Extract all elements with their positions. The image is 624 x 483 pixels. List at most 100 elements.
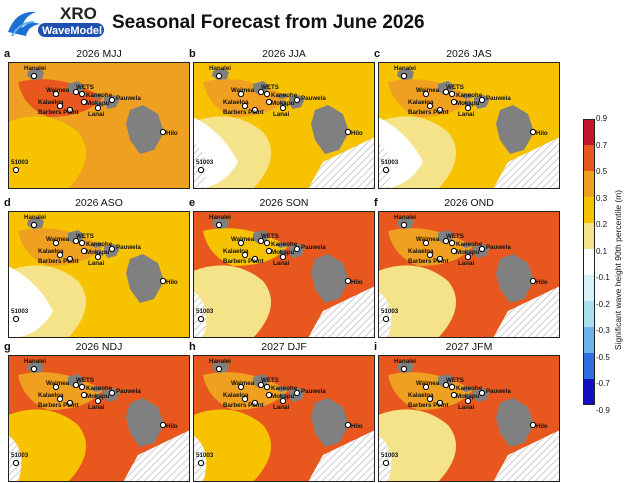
station-marker (436, 255, 444, 263)
island-2 (276, 386, 289, 392)
island-2 (91, 386, 104, 392)
panel-title: 2027 JFM (445, 341, 493, 353)
station-marker (108, 96, 116, 104)
station-marker (237, 239, 245, 247)
station-marker (197, 315, 205, 323)
island-2 (461, 93, 474, 99)
station-marker (529, 421, 537, 429)
station-label: Mokapu (86, 100, 110, 107)
station-label: Lanai (88, 111, 104, 118)
station-marker (72, 88, 80, 96)
island-2 (91, 93, 104, 99)
panel-title: 2026 MJJ (76, 48, 122, 60)
station-marker (237, 383, 245, 391)
station-marker (450, 98, 458, 106)
station-label: Pauwela (301, 244, 326, 251)
station-label: Barbers Point (408, 109, 449, 116)
station-label: Hanalei (24, 65, 46, 72)
station-label: 51003 (381, 159, 399, 166)
station-marker (265, 391, 273, 399)
station-label: Kaneohe (271, 241, 298, 248)
colorbar-segment (583, 171, 595, 197)
station-label: Lanai (458, 404, 474, 411)
station-marker (78, 383, 86, 391)
island-5 (496, 105, 534, 154)
station-label: Lanai (458, 260, 474, 267)
station-label: Barbers Point (223, 258, 264, 265)
station-label: WETS (261, 84, 279, 91)
station-label: Hanalei (394, 358, 416, 365)
colorbar-tick-label: -0.3 (596, 326, 610, 335)
colorbar-title-wrap: Significant wave height 90th percentile … (612, 120, 623, 420)
station-label: Hanalei (24, 358, 46, 365)
station-marker (197, 459, 205, 467)
station-marker (94, 397, 102, 405)
station-marker (344, 128, 352, 136)
station-label: Hanalei (394, 214, 416, 221)
colorbar-segment (583, 301, 595, 327)
colorbar-segment (583, 275, 595, 301)
station-marker (263, 90, 271, 98)
station-marker (382, 315, 390, 323)
station-marker (400, 72, 408, 80)
island-5 (126, 398, 164, 447)
station-label: Lanai (458, 111, 474, 118)
station-label: Pauwela (486, 244, 511, 251)
station-marker (241, 395, 249, 403)
station-marker (279, 253, 287, 261)
colorbar-tick-label: 0.2 (596, 220, 608, 229)
logo-top-text: XRO (60, 4, 97, 23)
station-marker (257, 381, 265, 389)
station-label: Waimea (231, 236, 255, 243)
station-marker (80, 247, 88, 255)
station-marker (257, 88, 265, 96)
station-label: Pauwela (486, 388, 511, 395)
station-marker (422, 383, 430, 391)
station-marker (108, 245, 116, 253)
station-marker (478, 245, 486, 253)
island-2 (276, 93, 289, 99)
station-label: Kaneohe (86, 92, 113, 99)
island-5 (126, 254, 164, 303)
panel-letter: e (189, 197, 196, 209)
station-marker (426, 395, 434, 403)
station-label: Kalaeloa (223, 99, 249, 106)
station-marker (159, 277, 167, 285)
island-1 (438, 230, 454, 244)
panel-letter: h (189, 341, 196, 353)
station-marker (197, 166, 205, 174)
panel-title: 2026 SON (259, 197, 309, 209)
station-marker (159, 421, 167, 429)
station-label: Pauwela (116, 244, 141, 251)
station-marker (108, 389, 116, 397)
xro-wavemodel-logo: XRO WaveModel (6, 2, 106, 40)
station-label: Barbers Point (38, 402, 79, 409)
station-marker (30, 365, 38, 373)
station-marker (78, 239, 86, 247)
station-label: Waimea (231, 380, 255, 387)
station-label: Hilo (536, 423, 548, 430)
station-label: Hanalei (394, 65, 416, 72)
station-label: Lanai (273, 260, 289, 267)
station-label: Mokapu (456, 100, 480, 107)
station-marker (529, 128, 537, 136)
station-label: Hanalei (209, 214, 231, 221)
station-marker (257, 237, 265, 245)
station-marker (422, 239, 430, 247)
station-marker (263, 239, 271, 247)
station-label: 51003 (196, 308, 214, 315)
station-marker (12, 166, 20, 174)
station-marker (442, 88, 450, 96)
station-marker (448, 239, 456, 247)
station-marker (436, 399, 444, 407)
station-label: Hilo (351, 423, 363, 430)
station-marker (215, 72, 223, 80)
station-label: WETS (76, 233, 94, 240)
station-marker (436, 106, 444, 114)
station-label: Waimea (46, 236, 70, 243)
station-marker (30, 221, 38, 229)
station-label: WETS (446, 377, 464, 384)
station-label: Kaneohe (86, 241, 113, 248)
station-marker (400, 365, 408, 373)
station-marker (265, 247, 273, 255)
